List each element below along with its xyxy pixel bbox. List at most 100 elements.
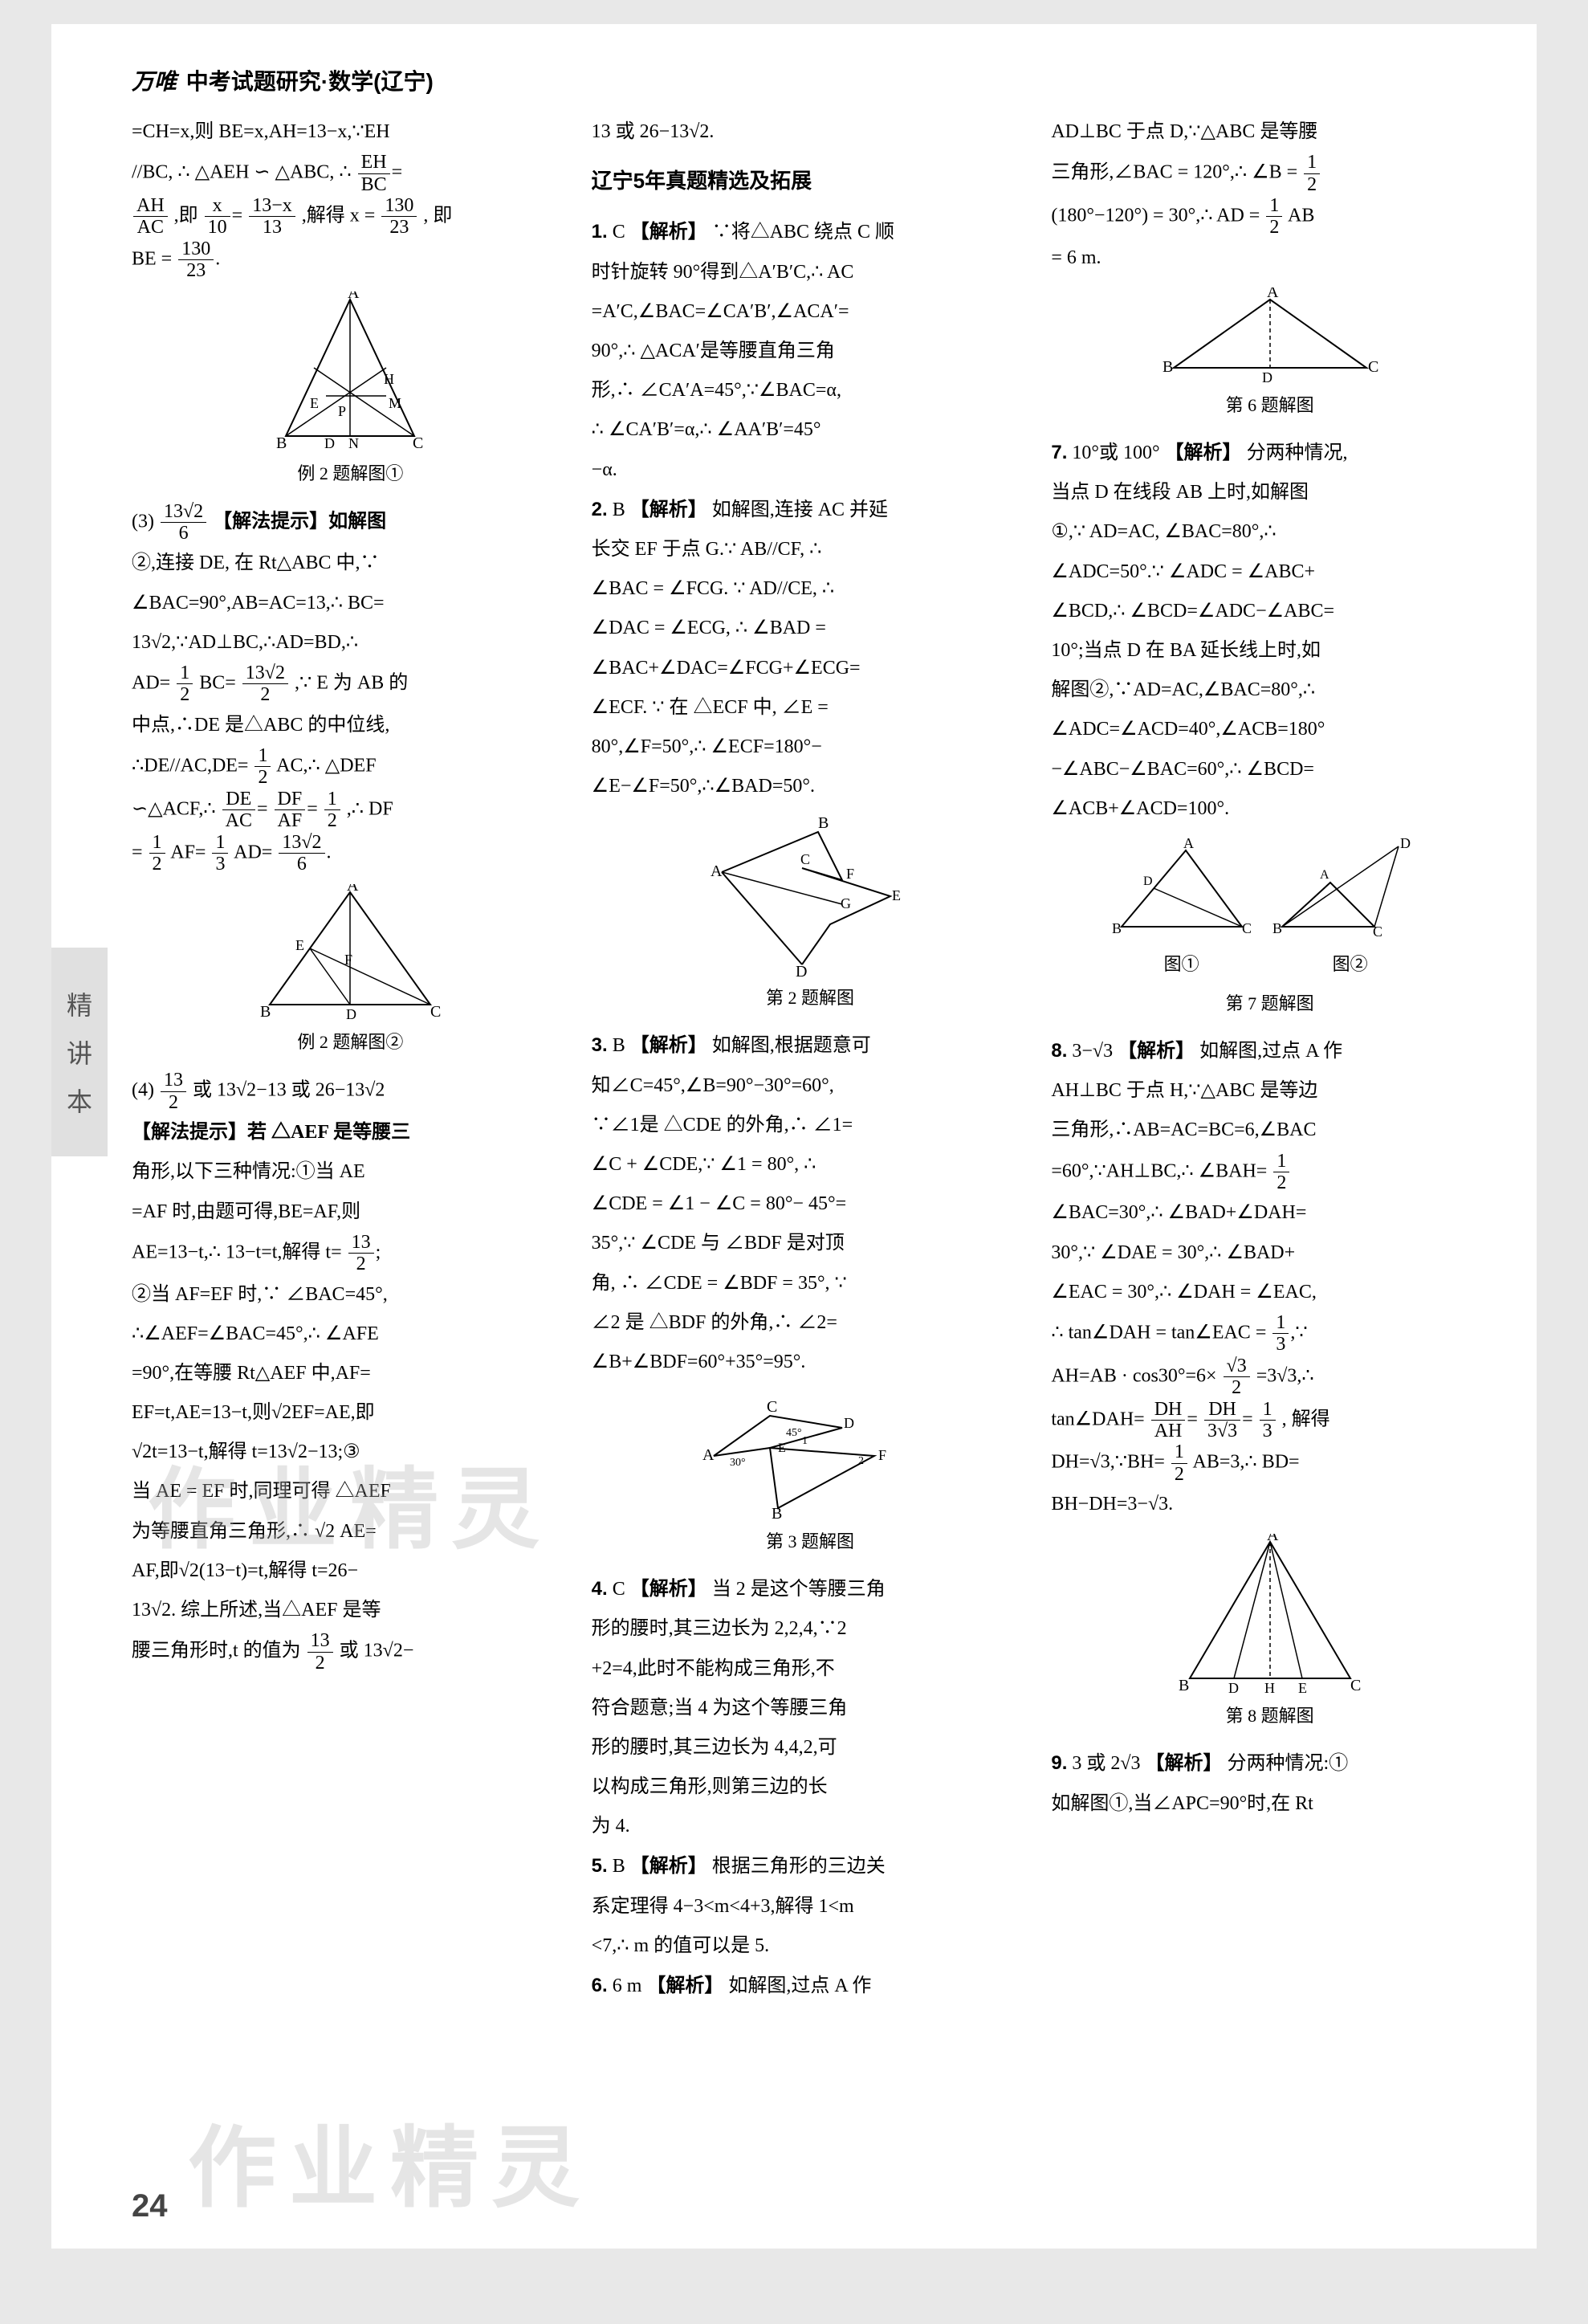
text: = 6 m. <box>1051 239 1488 278</box>
text: 形,∴ ∠CA′A=45°,∵∠BAC=α, <box>592 371 1029 410</box>
columns: =CH=x,则 BE=x,AH=13−x,∵EH //BC, ∴ △AEH ∽ … <box>132 112 1488 2006</box>
svg-text:N: N <box>348 435 359 451</box>
svg-text:A: A <box>711 862 723 880</box>
text: 中点,∴DE 是△ABC 的中位线, <box>132 706 569 745</box>
figure-caption: 例 2 题解图① <box>132 455 569 491</box>
text: (180°−120°) = 30°,∴ AD = 12 AB <box>1051 195 1488 239</box>
sidebar-char: 精 <box>67 985 92 1022</box>
fraction: AHAC <box>133 195 168 239</box>
text: 13 或 26−13√2. <box>592 112 1029 152</box>
text: AH⊥BC 于点 H,∵△ABC 是等边 <box>1051 1071 1488 1111</box>
fraction: DHAH <box>1151 1399 1186 1442</box>
text: (3) 13√26 【解法提示】如解图 <box>132 501 569 544</box>
fraction: 132 <box>307 1630 333 1674</box>
text: ∽△ACF,∴ DEAC= DFAF= 12 ,∴ DF <box>132 789 569 832</box>
svg-text:A: A <box>1320 868 1329 882</box>
svg-text:D: D <box>1143 875 1153 888</box>
text: ∵∠1是 △CDE 的外角,∴ ∠1= <box>592 1106 1029 1145</box>
svg-text:A: A <box>348 292 360 302</box>
svg-text:E: E <box>1298 1680 1307 1694</box>
question-7: 7. 10°或 100° 【解析】 分两种情况, <box>1051 433 1488 473</box>
question-6: 6. 6 m 【解析】 如解图,过点 A 作 <box>592 1966 1029 2006</box>
fraction: 13√22 <box>242 663 288 706</box>
svg-text:D: D <box>324 435 335 451</box>
text: //BC, ∴ △AEH ∽ △ABC, ∴ EHBC= <box>132 152 569 195</box>
text: 解图②,∵AD=AC,∠BAC=80°,∴ <box>1051 671 1488 710</box>
text: 当点 D 在线段 AB 上时,如解图 <box>1051 473 1488 512</box>
text: BH−DH=3−√3. <box>1051 1485 1488 1524</box>
text: 三角形,∠BAC = 120°,∴ ∠B = 12 <box>1051 152 1488 195</box>
svg-text:D: D <box>346 1006 356 1021</box>
text: 30°,∵ ∠DAE = 30°,∴ ∠BAD+ <box>1051 1233 1488 1273</box>
figure-label: 图② <box>1270 946 1431 982</box>
text: 90°,∴ △ACA′是等腰直角三角 <box>592 332 1029 371</box>
sidebar-char: 讲 <box>67 1034 92 1070</box>
column-1: =CH=x,则 BE=x,AH=13−x,∵EH //BC, ∴ △AEH ∽ … <box>132 112 569 2006</box>
svg-text:E: E <box>778 1441 786 1455</box>
text: ∠BAC+∠DAC=∠FCG+∠ECG= <box>592 649 1029 688</box>
text: =90°,在等腰 Rt△AEF 中,AF= <box>132 1354 569 1393</box>
svg-text:B: B <box>772 1505 782 1520</box>
text: =CH=x,则 BE=x,AH=13−x,∵EH <box>132 112 569 152</box>
text: AF,即√2(13−t)=t,解得 t=26− <box>132 1551 569 1591</box>
text: −∠ABC−∠BAC=60°,∴ ∠BCD= <box>1051 750 1488 789</box>
text: tan∠DAH= DHAH= DH3√3= 13 , 解得 <box>1051 1399 1488 1442</box>
svg-text:F: F <box>846 866 854 882</box>
text: 系定理得 4−3<m<4+3,解得 1<m <box>592 1887 1029 1926</box>
svg-text:A: A <box>702 1446 715 1464</box>
fraction: 12 <box>149 832 165 875</box>
text: ∠BCD,∴ ∠BCD=∠ADC−∠ABC= <box>1051 592 1488 631</box>
fraction: 13023 <box>178 239 214 282</box>
header-title: 中考试题研究·数学(辽宁) <box>186 69 434 94</box>
svg-text:C: C <box>1242 920 1252 936</box>
svg-text:E: E <box>310 395 319 411</box>
section-title: 辽宁5年真题精选及拓展 <box>592 160 1029 202</box>
question-9: 9. 3 或 2√3 【解析】 分两种情况:① <box>1051 1743 1488 1784</box>
text: AD= 12 BC= 13√22 ,∵ E 为 AB 的 <box>132 663 569 706</box>
text: 80°,∠F=50°,∴ ∠ECF=180°− <box>592 728 1029 767</box>
fraction: 12 <box>1273 1151 1289 1194</box>
fraction: 12 <box>324 789 340 832</box>
text: −α. <box>592 451 1029 490</box>
figure-ex2-2: A B C E F D 例 2 题解图② <box>132 884 569 1060</box>
text: 知∠C=45°,∠B=90°−30°=60°, <box>592 1066 1029 1106</box>
text: AHAC ,即 x10= 13−x13 ,解得 x = 13023 , 即 <box>132 195 569 239</box>
text: 为等腰直角三角形,∴ √2 AE= <box>132 1512 569 1551</box>
svg-text:A: A <box>1267 287 1279 301</box>
text: ∠B+∠BDF=60°+35°=95°. <box>592 1343 1029 1382</box>
svg-text:45°: 45° <box>786 1427 802 1439</box>
text: ∠BAC = ∠FCG. ∵ AD//CE, ∴ <box>592 569 1029 609</box>
fraction: 12 <box>1266 195 1282 239</box>
svg-text:2: 2 <box>858 1455 864 1467</box>
fraction: EHBC <box>358 152 390 195</box>
sidebar-tab: 精 讲 本 <box>51 948 108 1156</box>
column-3: AD⊥BC 于点 D,∵△ABC 是等腰 三角形,∠BAC = 120°,∴ ∠… <box>1051 112 1488 2006</box>
figure-q8: A B D H E C 第 8 题解图 <box>1051 1534 1488 1734</box>
text: 形的腰时,其三边长为 2,2,4,∵2 <box>592 1609 1029 1649</box>
question-8: 8. 3−√3 【解析】 如解图,过点 A 作 <box>1051 1031 1488 1071</box>
fraction: 12 <box>254 745 271 789</box>
svg-text:B: B <box>1272 920 1282 936</box>
svg-text:D: D <box>1262 369 1272 384</box>
svg-text:C: C <box>413 434 423 452</box>
svg-text:B: B <box>1179 1677 1189 1694</box>
svg-text:H: H <box>1264 1680 1275 1694</box>
svg-text:D: D <box>844 1415 854 1431</box>
text: =60°,∵AH⊥BC,∴ ∠BAH= 12 <box>1051 1151 1488 1194</box>
text: 角形,以下三种情况:①当 AE <box>132 1152 569 1192</box>
text: 13√2,∵AD⊥BC,∴AD=BD,∴ <box>132 623 569 663</box>
text: DH=√3,∵BH= 12 AB=3,∴ BD= <box>1051 1441 1488 1485</box>
text: ①,∵ AD=AC, ∠BAC=80°,∴ <box>1051 512 1488 552</box>
fraction: 12 <box>177 663 193 706</box>
text: ∠C + ∠CDE,∵ ∠1 = 80°, ∴ <box>592 1145 1029 1184</box>
text: +2=4,此时不能构成三角形,不 <box>592 1649 1029 1689</box>
text: ∠ECF. ∵ 在 △ECF 中, ∠E = <box>592 688 1029 728</box>
text: ∠ACB+∠ACD=100°. <box>1051 789 1488 829</box>
fraction: 13√26 <box>161 501 206 544</box>
question-4: 4. C 【解析】 当 2 是这个等腰三角 <box>592 1569 1029 1609</box>
svg-text:H: H <box>384 371 394 387</box>
fraction: DEAC <box>222 789 255 832</box>
svg-text:G: G <box>841 895 851 911</box>
text: AE=13−t,∴ 13−t=t,解得 t= 132; <box>132 1232 569 1275</box>
figure-label: 图① <box>1110 946 1254 982</box>
